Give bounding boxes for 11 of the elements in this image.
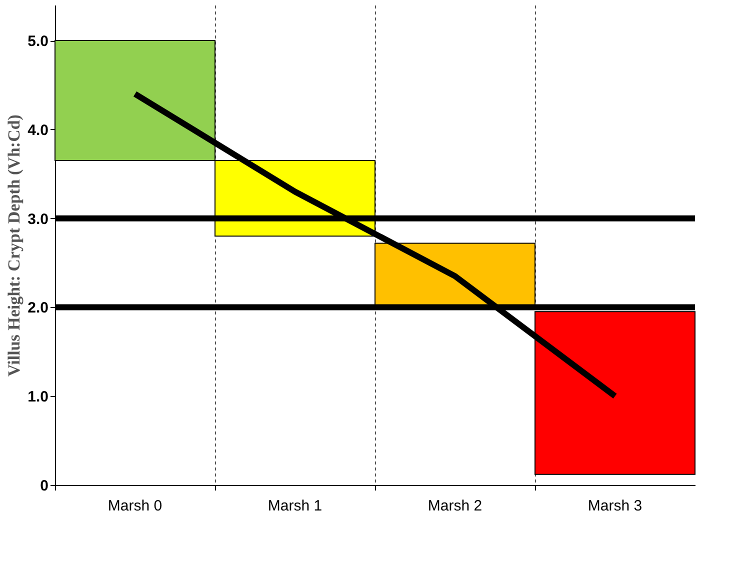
y-tick-label: 3.0 bbox=[28, 210, 48, 228]
y-axis-title: Villus Height: Crypt Depth (Vh:Cd) bbox=[4, 114, 24, 376]
y-tick-label: 2.0 bbox=[28, 300, 48, 317]
y-tick-label: 4.0 bbox=[28, 122, 48, 139]
x-tick-label: Marsh 1 bbox=[268, 498, 322, 514]
y-tick-label: 5.0 bbox=[28, 33, 48, 50]
x-tick-label: Marsh 3 bbox=[588, 498, 642, 514]
y-tick-label: 1.0 bbox=[28, 388, 48, 406]
y-tick-label: 0 bbox=[40, 478, 48, 494]
x-tick-label: Marsh 0 bbox=[108, 498, 162, 514]
x-tick-label: Marsh 2 bbox=[428, 498, 482, 514]
